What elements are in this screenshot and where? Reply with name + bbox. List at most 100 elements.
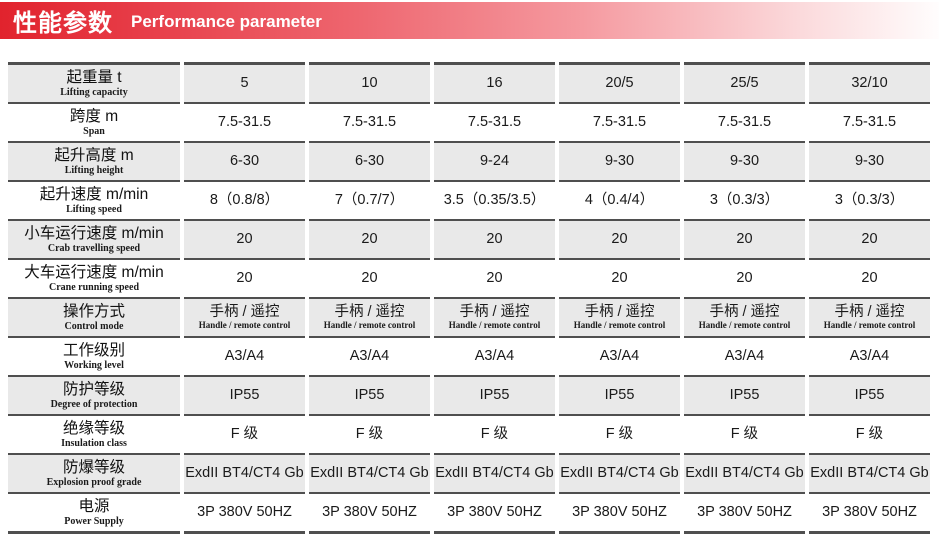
param-value: 20/5 bbox=[605, 74, 634, 91]
param-value: 3P 380V 50HZ bbox=[447, 503, 542, 520]
performance-parameter-table: 起重量 t Lifting capacity 5 10 16 20/5 25/5 32/10 跨… bbox=[8, 62, 930, 534]
param-value: 7.5-31.5 bbox=[467, 113, 522, 130]
param-value-cell: 3P 380V 50HZ bbox=[809, 492, 930, 534]
param-value: IP55 bbox=[354, 386, 385, 403]
param-value: 3.5（0.35/3.5） bbox=[443, 191, 546, 208]
param-value: 9-30 bbox=[854, 152, 885, 169]
param-value-cell: IP55 bbox=[684, 375, 805, 414]
param-value: ExdII BT4/CT4 Gb bbox=[310, 464, 429, 481]
param-value-cell: 7.5-31.5 bbox=[684, 102, 805, 141]
table-row: 跨度 m Span 7.5-31.5 7.5-31.5 7.5-31.5 7.5-31.5… bbox=[8, 102, 930, 141]
param-label-zh: 操作方式 bbox=[62, 302, 125, 320]
param-value: 32/10 bbox=[851, 74, 888, 91]
table-row: 起升速度 m/min Lifting speed 8（0.8/8） 7（0.7/7） 3… bbox=[8, 180, 930, 219]
param-value: 20 bbox=[361, 269, 378, 286]
param-value: ExdII BT4/CT4 Gb bbox=[435, 464, 554, 481]
param-value-cell: F 级 bbox=[684, 414, 805, 453]
param-value: A3/A4 bbox=[349, 347, 390, 364]
param-label-zh: 跨度 m bbox=[69, 107, 119, 125]
param-value-cell: F 级 bbox=[809, 414, 930, 453]
param-value-cell: 手柄 / 遥控 Handle / remote control bbox=[309, 297, 430, 336]
param-value-cell: 10 bbox=[309, 62, 430, 102]
table-row: 起升高度 m Lifting height 6-30 6-30 9-24 9-30 9-30… bbox=[8, 141, 930, 180]
param-value-cell: F 级 bbox=[559, 414, 680, 453]
param-value-cell: 3P 380V 50HZ bbox=[184, 492, 305, 534]
param-value: 20 bbox=[861, 230, 878, 247]
param-value: 手柄 / 遥控 bbox=[334, 303, 405, 320]
table-row: 工作级别 Working level A3/A4 A3/A4 A3/A4 A3/A4 A3/… bbox=[8, 336, 930, 375]
param-value-cell: A3/A4 bbox=[684, 336, 805, 375]
param-value: A3/A4 bbox=[724, 347, 765, 364]
param-value: 20 bbox=[236, 269, 253, 286]
table-row: 起重量 t Lifting capacity 5 10 16 20/5 25/5 32/10 bbox=[8, 62, 930, 102]
param-value-cell: 20 bbox=[309, 258, 430, 297]
param-label-zh: 起重量 t bbox=[66, 68, 122, 86]
param-value-sub: Handle / remote control bbox=[448, 320, 541, 331]
param-value-cell: IP55 bbox=[309, 375, 430, 414]
param-value-cell: IP55 bbox=[809, 375, 930, 414]
param-value: 3（0.3/3） bbox=[709, 191, 780, 208]
param-value: 4（0.4/4） bbox=[584, 191, 655, 208]
param-label-en: Degree of protection bbox=[50, 398, 138, 410]
param-value-cell: 5 bbox=[184, 62, 305, 102]
param-label-en: Span bbox=[83, 125, 105, 137]
param-value: ExdII BT4/CT4 Gb bbox=[685, 464, 804, 481]
param-value-cell: 20 bbox=[809, 258, 930, 297]
param-value-cell: F 级 bbox=[184, 414, 305, 453]
param-value: 手柄 / 遥控 bbox=[709, 303, 780, 320]
param-value-cell: 6-30 bbox=[309, 141, 430, 180]
param-value: 20 bbox=[236, 230, 253, 247]
param-value-cell: 手柄 / 遥控 Handle / remote control bbox=[809, 297, 930, 336]
param-value-cell: ExdII BT4/CT4 Gb bbox=[184, 453, 305, 492]
param-value-sub: Handle / remote control bbox=[698, 320, 791, 331]
param-value-cell: 7.5-31.5 bbox=[559, 102, 680, 141]
param-label-zh: 大车运行速度 m/min bbox=[24, 263, 164, 281]
param-value-cell: 手柄 / 遥控 Handle / remote control bbox=[184, 297, 305, 336]
param-value-cell: 20 bbox=[309, 219, 430, 258]
param-value: 3P 380V 50HZ bbox=[572, 503, 667, 520]
param-value-sub: Handle / remote control bbox=[823, 320, 916, 331]
param-value: 8（0.8/8） bbox=[209, 191, 280, 208]
param-value-cell: 25/5 bbox=[684, 62, 805, 102]
param-label-cell: 防爆等级 Explosion proof grade bbox=[8, 453, 180, 492]
param-value-cell: 6-30 bbox=[184, 141, 305, 180]
param-value: 9-30 bbox=[604, 152, 635, 169]
param-value: 7.5-31.5 bbox=[592, 113, 647, 130]
param-label-zh: 防爆等级 bbox=[62, 458, 125, 476]
param-value-cell: 7.5-31.5 bbox=[309, 102, 430, 141]
param-value: 20 bbox=[486, 269, 503, 286]
table-row: 防爆等级 Explosion proof grade ExdII BT4/CT4 G… bbox=[8, 453, 930, 492]
param-value: 7.5-31.5 bbox=[217, 113, 272, 130]
param-value-cell: F 级 bbox=[309, 414, 430, 453]
param-value-cell: 7.5-31.5 bbox=[434, 102, 555, 141]
param-value: ExdII BT4/CT4 Gb bbox=[560, 464, 679, 481]
param-label-zh: 起升速度 m/min bbox=[39, 185, 149, 203]
param-value-cell: 3.5（0.35/3.5） bbox=[434, 180, 555, 219]
param-value: F 级 bbox=[730, 425, 759, 442]
table-row: 大车运行速度 m/min Crane running speed 20 20 20 20 2… bbox=[8, 258, 930, 297]
param-value-cell: ExdII BT4/CT4 Gb bbox=[684, 453, 805, 492]
param-label-zh: 绝缘等级 bbox=[62, 419, 125, 437]
param-value-cell: 20 bbox=[184, 258, 305, 297]
param-label-en: Power Supply bbox=[64, 515, 124, 527]
param-value-cell: 3P 380V 50HZ bbox=[559, 492, 680, 534]
param-value-cell: 20 bbox=[184, 219, 305, 258]
param-value-cell: 3P 380V 50HZ bbox=[434, 492, 555, 534]
param-value-cell: 20 bbox=[809, 219, 930, 258]
param-value-cell: A3/A4 bbox=[809, 336, 930, 375]
param-value: A3/A4 bbox=[474, 347, 515, 364]
param-label-en: Crab travelling speed bbox=[47, 242, 141, 254]
param-value-cell: 16 bbox=[434, 62, 555, 102]
param-value-cell: ExdII BT4/CT4 Gb bbox=[309, 453, 430, 492]
param-label-cell: 起升高度 m Lifting height bbox=[8, 141, 180, 180]
param-label-en: Lifting capacity bbox=[60, 86, 128, 98]
param-value: IP55 bbox=[729, 386, 760, 403]
table-row: 绝缘等级 Insulation class F 级 F 级 F 级 F 级 F 级 F 级 bbox=[8, 414, 930, 453]
param-value-cell: 8（0.8/8） bbox=[184, 180, 305, 219]
param-value: 20 bbox=[611, 269, 628, 286]
param-value-cell: A3/A4 bbox=[434, 336, 555, 375]
param-value: 20 bbox=[861, 269, 878, 286]
param-value-cell: 20 bbox=[684, 219, 805, 258]
param-label-en: Lifting height bbox=[64, 164, 124, 176]
param-value: 20 bbox=[611, 230, 628, 247]
